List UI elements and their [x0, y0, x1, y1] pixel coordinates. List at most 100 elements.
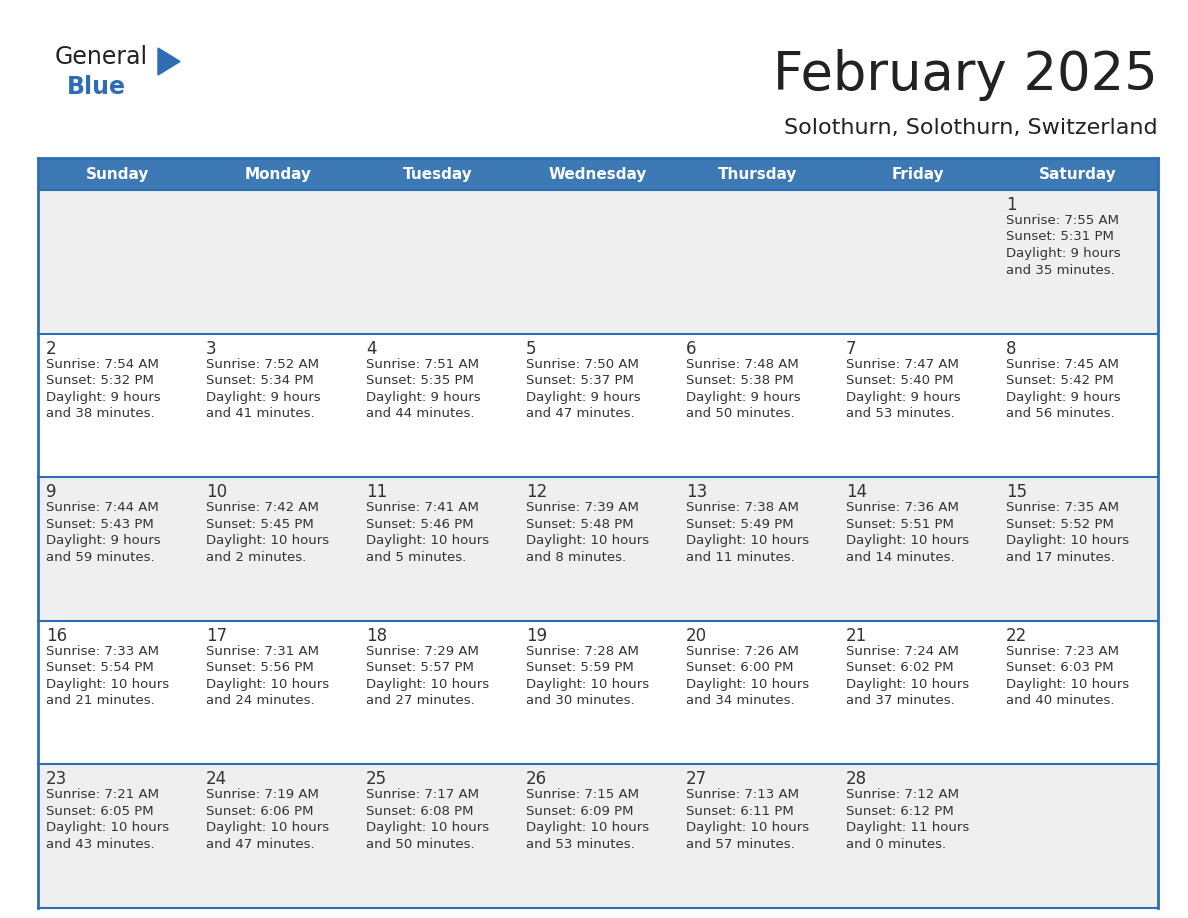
Bar: [358, 333, 518, 477]
Text: 10: 10: [206, 483, 227, 501]
Text: Sunrise: 7:24 AM
Sunset: 6:02 PM
Daylight: 10 hours
and 37 minutes.: Sunrise: 7:24 AM Sunset: 6:02 PM Dayligh…: [846, 644, 969, 707]
Bar: [38, 765, 198, 908]
Text: 28: 28: [846, 770, 867, 789]
Text: Monday: Monday: [245, 166, 311, 182]
Text: Sunrise: 7:41 AM
Sunset: 5:46 PM
Daylight: 10 hours
and 5 minutes.: Sunrise: 7:41 AM Sunset: 5:46 PM Dayligh…: [366, 501, 489, 564]
Bar: [198, 477, 358, 621]
Bar: [38, 158, 198, 190]
Text: 18: 18: [366, 627, 387, 644]
Text: Sunrise: 7:52 AM
Sunset: 5:34 PM
Daylight: 9 hours
and 41 minutes.: Sunrise: 7:52 AM Sunset: 5:34 PM Dayligh…: [206, 358, 321, 420]
Text: Sunrise: 7:31 AM
Sunset: 5:56 PM
Daylight: 10 hours
and 24 minutes.: Sunrise: 7:31 AM Sunset: 5:56 PM Dayligh…: [206, 644, 329, 707]
Bar: [838, 765, 998, 908]
Bar: [678, 621, 838, 765]
Bar: [518, 621, 678, 765]
Text: 7: 7: [846, 340, 857, 358]
Text: Wednesday: Wednesday: [549, 166, 647, 182]
Bar: [38, 621, 198, 765]
Bar: [358, 158, 518, 190]
Text: Saturday: Saturday: [1040, 166, 1117, 182]
Text: Sunrise: 7:39 AM
Sunset: 5:48 PM
Daylight: 10 hours
and 8 minutes.: Sunrise: 7:39 AM Sunset: 5:48 PM Dayligh…: [526, 501, 649, 564]
Text: 16: 16: [46, 627, 68, 644]
Text: 3: 3: [206, 340, 216, 358]
Bar: [678, 765, 838, 908]
Text: 26: 26: [526, 770, 548, 789]
Text: Sunrise: 7:36 AM
Sunset: 5:51 PM
Daylight: 10 hours
and 14 minutes.: Sunrise: 7:36 AM Sunset: 5:51 PM Dayligh…: [846, 501, 969, 564]
Text: 1: 1: [1006, 196, 1017, 214]
Text: Sunrise: 7:26 AM
Sunset: 6:00 PM
Daylight: 10 hours
and 34 minutes.: Sunrise: 7:26 AM Sunset: 6:00 PM Dayligh…: [685, 644, 809, 707]
Bar: [838, 477, 998, 621]
Text: Friday: Friday: [892, 166, 944, 182]
Bar: [998, 477, 1158, 621]
Text: Thursday: Thursday: [719, 166, 797, 182]
Text: Sunrise: 7:42 AM
Sunset: 5:45 PM
Daylight: 10 hours
and 2 minutes.: Sunrise: 7:42 AM Sunset: 5:45 PM Dayligh…: [206, 501, 329, 564]
Bar: [678, 477, 838, 621]
Text: 17: 17: [206, 627, 227, 644]
Text: Sunrise: 7:50 AM
Sunset: 5:37 PM
Daylight: 9 hours
and 47 minutes.: Sunrise: 7:50 AM Sunset: 5:37 PM Dayligh…: [526, 358, 640, 420]
Text: 25: 25: [366, 770, 387, 789]
Text: 24: 24: [206, 770, 227, 789]
Bar: [358, 765, 518, 908]
Text: Sunrise: 7:19 AM
Sunset: 6:06 PM
Daylight: 10 hours
and 47 minutes.: Sunrise: 7:19 AM Sunset: 6:06 PM Dayligh…: [206, 789, 329, 851]
Text: Sunrise: 7:17 AM
Sunset: 6:08 PM
Daylight: 10 hours
and 50 minutes.: Sunrise: 7:17 AM Sunset: 6:08 PM Dayligh…: [366, 789, 489, 851]
Text: 8: 8: [1006, 340, 1017, 358]
Text: 21: 21: [846, 627, 867, 644]
Bar: [678, 158, 838, 190]
Text: Sunrise: 7:15 AM
Sunset: 6:09 PM
Daylight: 10 hours
and 53 minutes.: Sunrise: 7:15 AM Sunset: 6:09 PM Dayligh…: [526, 789, 649, 851]
Bar: [518, 765, 678, 908]
Text: Sunrise: 7:48 AM
Sunset: 5:38 PM
Daylight: 9 hours
and 50 minutes.: Sunrise: 7:48 AM Sunset: 5:38 PM Dayligh…: [685, 358, 801, 420]
Bar: [998, 190, 1158, 333]
Bar: [998, 333, 1158, 477]
Text: 13: 13: [685, 483, 707, 501]
Text: General: General: [55, 45, 148, 69]
Text: Sunrise: 7:54 AM
Sunset: 5:32 PM
Daylight: 9 hours
and 38 minutes.: Sunrise: 7:54 AM Sunset: 5:32 PM Dayligh…: [46, 358, 160, 420]
Text: 4: 4: [366, 340, 377, 358]
Bar: [38, 333, 198, 477]
Bar: [198, 765, 358, 908]
Polygon shape: [158, 48, 181, 75]
Bar: [518, 333, 678, 477]
Text: 22: 22: [1006, 627, 1028, 644]
Text: Sunrise: 7:45 AM
Sunset: 5:42 PM
Daylight: 9 hours
and 56 minutes.: Sunrise: 7:45 AM Sunset: 5:42 PM Dayligh…: [1006, 358, 1120, 420]
Text: Tuesday: Tuesday: [403, 166, 473, 182]
Bar: [518, 477, 678, 621]
Bar: [198, 158, 358, 190]
Bar: [518, 190, 678, 333]
Bar: [838, 190, 998, 333]
Bar: [678, 333, 838, 477]
Bar: [998, 158, 1158, 190]
Bar: [998, 621, 1158, 765]
Bar: [838, 333, 998, 477]
Text: Sunrise: 7:33 AM
Sunset: 5:54 PM
Daylight: 10 hours
and 21 minutes.: Sunrise: 7:33 AM Sunset: 5:54 PM Dayligh…: [46, 644, 169, 707]
Text: February 2025: February 2025: [773, 49, 1158, 101]
Text: 6: 6: [685, 340, 696, 358]
Text: Sunrise: 7:29 AM
Sunset: 5:57 PM
Daylight: 10 hours
and 27 minutes.: Sunrise: 7:29 AM Sunset: 5:57 PM Dayligh…: [366, 644, 489, 707]
Text: 15: 15: [1006, 483, 1028, 501]
Bar: [838, 621, 998, 765]
Text: 23: 23: [46, 770, 68, 789]
Text: Sunrise: 7:12 AM
Sunset: 6:12 PM
Daylight: 11 hours
and 0 minutes.: Sunrise: 7:12 AM Sunset: 6:12 PM Dayligh…: [846, 789, 969, 851]
Text: Sunrise: 7:28 AM
Sunset: 5:59 PM
Daylight: 10 hours
and 30 minutes.: Sunrise: 7:28 AM Sunset: 5:59 PM Dayligh…: [526, 644, 649, 707]
Bar: [518, 158, 678, 190]
Text: 2: 2: [46, 340, 57, 358]
Bar: [358, 190, 518, 333]
Bar: [38, 477, 198, 621]
Text: 11: 11: [366, 483, 387, 501]
Text: Sunrise: 7:35 AM
Sunset: 5:52 PM
Daylight: 10 hours
and 17 minutes.: Sunrise: 7:35 AM Sunset: 5:52 PM Dayligh…: [1006, 501, 1129, 564]
Text: Sunrise: 7:44 AM
Sunset: 5:43 PM
Daylight: 9 hours
and 59 minutes.: Sunrise: 7:44 AM Sunset: 5:43 PM Dayligh…: [46, 501, 160, 564]
Text: 9: 9: [46, 483, 57, 501]
Bar: [838, 158, 998, 190]
Text: Sunrise: 7:55 AM
Sunset: 5:31 PM
Daylight: 9 hours
and 35 minutes.: Sunrise: 7:55 AM Sunset: 5:31 PM Dayligh…: [1006, 214, 1120, 276]
Text: Sunrise: 7:38 AM
Sunset: 5:49 PM
Daylight: 10 hours
and 11 minutes.: Sunrise: 7:38 AM Sunset: 5:49 PM Dayligh…: [685, 501, 809, 564]
Bar: [38, 190, 198, 333]
Text: 5: 5: [526, 340, 537, 358]
Text: Sunrise: 7:51 AM
Sunset: 5:35 PM
Daylight: 9 hours
and 44 minutes.: Sunrise: 7:51 AM Sunset: 5:35 PM Dayligh…: [366, 358, 481, 420]
Text: 20: 20: [685, 627, 707, 644]
Bar: [198, 621, 358, 765]
Text: Sunrise: 7:23 AM
Sunset: 6:03 PM
Daylight: 10 hours
and 40 minutes.: Sunrise: 7:23 AM Sunset: 6:03 PM Dayligh…: [1006, 644, 1129, 707]
Text: Sunrise: 7:13 AM
Sunset: 6:11 PM
Daylight: 10 hours
and 57 minutes.: Sunrise: 7:13 AM Sunset: 6:11 PM Dayligh…: [685, 789, 809, 851]
Text: Sunrise: 7:47 AM
Sunset: 5:40 PM
Daylight: 9 hours
and 53 minutes.: Sunrise: 7:47 AM Sunset: 5:40 PM Dayligh…: [846, 358, 961, 420]
Bar: [998, 765, 1158, 908]
Text: Sunrise: 7:21 AM
Sunset: 6:05 PM
Daylight: 10 hours
and 43 minutes.: Sunrise: 7:21 AM Sunset: 6:05 PM Dayligh…: [46, 789, 169, 851]
Bar: [678, 190, 838, 333]
Bar: [198, 190, 358, 333]
